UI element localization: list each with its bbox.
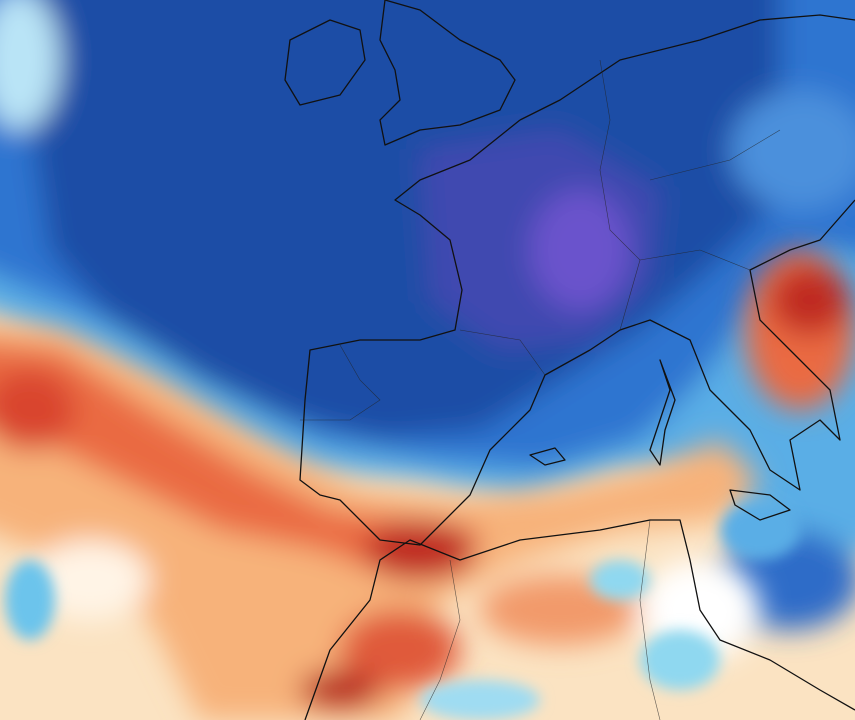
corsica-sardinia: [649, 359, 676, 466]
ireland: [284, 19, 366, 106]
african-coast: [304, 519, 855, 720]
coastlines: [284, 0, 855, 720]
balearics: [529, 447, 566, 466]
borders: [300, 59, 781, 720]
european-coast: [299, 119, 855, 546]
north-coast: [519, 14, 855, 121]
britain: [379, 0, 516, 146]
cool-patches: [5, 500, 800, 720]
sicily: [729, 489, 791, 521]
